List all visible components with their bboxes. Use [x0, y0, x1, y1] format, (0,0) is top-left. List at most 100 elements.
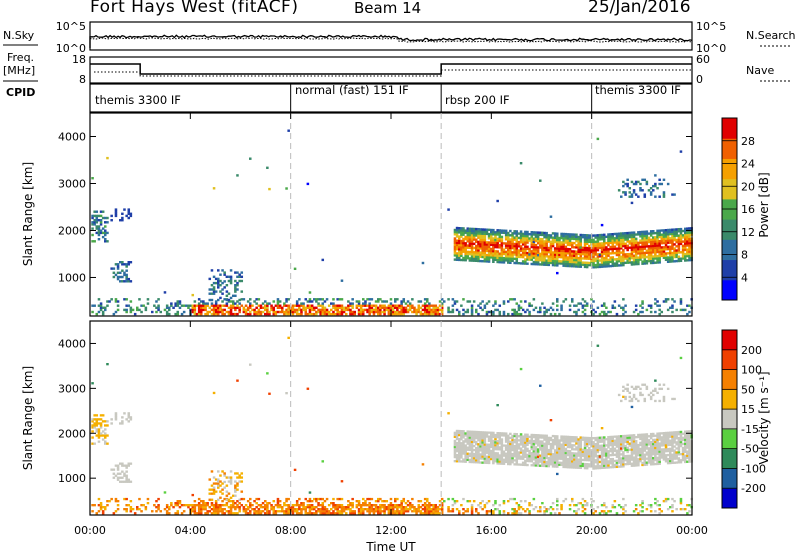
velocity-cell	[468, 446, 472, 449]
velocity-cell	[236, 488, 239, 491]
power-cell	[669, 241, 672, 244]
velocity-cell	[321, 502, 325, 505]
power-cell	[349, 304, 352, 307]
power-cell	[217, 304, 220, 307]
velocity-cell	[549, 438, 553, 442]
power-cell	[575, 246, 578, 249]
power-cell	[536, 235, 540, 239]
velocity-cell	[93, 414, 96, 417]
velocity-cell	[547, 452, 551, 456]
velocity-cell	[165, 504, 169, 507]
power-cell	[611, 243, 615, 247]
power-cell	[609, 258, 612, 261]
velocity-cell	[615, 461, 619, 464]
power-cell	[630, 180, 634, 184]
velocity-cell	[304, 508, 308, 511]
power-cell	[588, 255, 591, 258]
velocity-cell	[447, 497, 450, 501]
power-cell	[654, 242, 657, 245]
velocity-cell	[121, 422, 124, 425]
power-cell	[236, 306, 239, 310]
power-cell	[125, 265, 128, 268]
power-cell	[611, 262, 615, 266]
power-cell	[643, 239, 647, 242]
velocity-cell	[524, 510, 527, 513]
power-cell	[605, 241, 608, 245]
velocity-cell	[519, 449, 523, 452]
power-cell	[662, 231, 666, 234]
power-cell	[519, 238, 523, 242]
velocity-cell	[579, 462, 583, 466]
power-cell	[568, 262, 572, 266]
power-cell	[475, 246, 478, 250]
velocity-cell	[477, 455, 480, 458]
velocity-cell	[481, 449, 484, 452]
velocity-cell	[577, 464, 580, 467]
power-cell	[634, 180, 638, 184]
velocity-cell	[238, 502, 241, 505]
velocity-cell	[620, 459, 623, 462]
power-cell	[440, 306, 444, 310]
power-cell	[470, 304, 474, 307]
velocity-cell	[551, 502, 555, 505]
velocity-cell	[498, 446, 502, 449]
power-cell	[551, 236, 555, 239]
power-cell	[381, 304, 384, 307]
velocity-cell	[553, 441, 557, 444]
velocity-cell	[464, 458, 467, 461]
velocity-cell	[515, 451, 519, 454]
velocity-cell	[485, 443, 489, 446]
velocity-cell	[536, 436, 540, 439]
power-cell	[639, 310, 642, 314]
velocity-cell	[571, 464, 574, 467]
velocity-cell	[590, 457, 593, 460]
power-cell	[521, 255, 525, 259]
velocity-cell	[639, 457, 642, 461]
power-cell	[483, 239, 487, 242]
velocity-cell	[123, 472, 126, 475]
velocity-cell	[432, 506, 435, 509]
velocity-cell	[466, 508, 470, 511]
velocity-cell	[217, 508, 220, 511]
power-cell	[568, 243, 572, 247]
power-cell	[564, 245, 568, 249]
power-cell	[340, 312, 344, 316]
power-cell	[662, 233, 666, 236]
velocity-cell	[562, 439, 565, 442]
power-cell	[577, 246, 580, 249]
velocity-cell	[556, 443, 559, 446]
power-cell	[677, 230, 681, 233]
power-cell	[541, 302, 544, 305]
power-cell	[281, 306, 284, 310]
velocity-cell	[398, 512, 401, 515]
power-cell	[679, 232, 683, 235]
velocity-cell	[507, 448, 510, 452]
power-cell	[507, 238, 510, 241]
velocity-cell	[579, 450, 583, 453]
power-cell	[494, 238, 497, 242]
velocity-cell	[400, 512, 403, 515]
power-cell	[671, 253, 674, 257]
velocity-cell	[396, 508, 399, 511]
velocity-cell	[524, 463, 527, 467]
velocity-cell	[500, 446, 504, 449]
velocity-cell	[562, 500, 565, 503]
velocity-cell	[594, 465, 597, 468]
power-cell	[624, 246, 627, 250]
power-cell	[675, 249, 678, 252]
power-cell	[368, 308, 371, 312]
power-cell	[244, 310, 248, 314]
velocity-cell	[244, 510, 248, 513]
velocity-cell	[622, 512, 625, 515]
velocity-cell	[272, 508, 276, 511]
velocity-cell	[517, 508, 521, 511]
power-cell	[677, 234, 681, 237]
velocity-cell	[494, 446, 497, 449]
power-cell	[509, 242, 512, 245]
velocity-cell	[308, 491, 312, 494]
velocity-cell	[511, 508, 514, 511]
velocity-cell	[374, 508, 378, 511]
power-cell	[104, 233, 107, 237]
velocity-cell	[217, 480, 220, 483]
velocity-cell	[317, 497, 320, 501]
